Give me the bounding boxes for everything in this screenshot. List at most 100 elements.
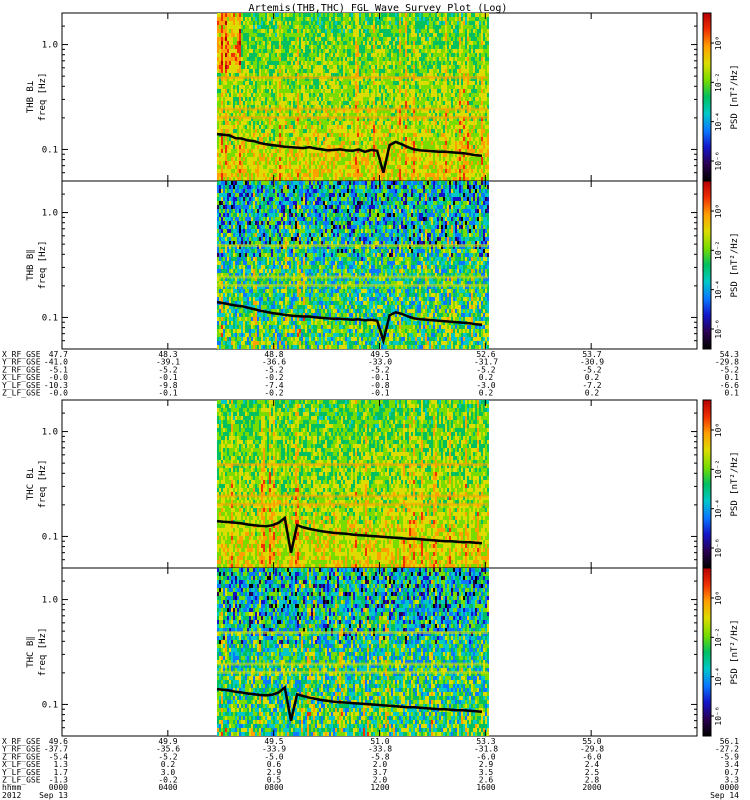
spectrogram-cell	[269, 25, 271, 29]
spectrogram-cell	[443, 85, 445, 89]
spectrogram-cell	[415, 45, 417, 49]
spectrogram-cell	[437, 77, 439, 81]
spectrogram-cell	[315, 129, 317, 133]
spectrogram-cell	[225, 109, 227, 113]
spectrogram-cell	[289, 173, 291, 177]
spectrogram-cell	[339, 165, 341, 169]
spectrogram-cell	[289, 29, 291, 33]
spectrogram-cell	[399, 161, 401, 165]
spectrogram-cell	[239, 145, 241, 149]
spectrogram-cell	[327, 145, 329, 149]
spectrogram-cell	[237, 149, 239, 153]
spectrogram-cell	[313, 45, 315, 49]
spectrogram-cell	[355, 109, 357, 113]
spectrogram-cell	[385, 65, 387, 69]
spectrogram-cell	[417, 57, 419, 61]
spectrogram-cell	[391, 81, 393, 85]
spectrogram-cell	[395, 13, 397, 17]
spectrogram-cell	[417, 137, 419, 141]
spectrogram-cell	[357, 73, 359, 77]
spectrogram-cell	[327, 53, 329, 57]
spectrogram-cell	[351, 33, 353, 37]
spectrogram-cell	[321, 101, 323, 105]
spectrogram-cell	[221, 109, 223, 113]
spectrogram-cell	[427, 77, 429, 81]
spectrogram-cell	[271, 169, 273, 173]
spectrogram-cell	[343, 121, 345, 125]
spectrogram-cell	[339, 29, 341, 33]
spectrogram-cell	[235, 177, 237, 181]
spectrogram-cell	[295, 165, 297, 169]
spectrogram-cell	[373, 153, 375, 157]
spectrogram-cell	[259, 177, 261, 181]
spectrogram-cell	[341, 73, 343, 77]
spectrogram-cell	[295, 105, 297, 109]
spectrogram-cell	[219, 17, 221, 21]
spectrogram-cell	[261, 121, 263, 125]
spectrogram-cell	[311, 13, 313, 17]
spectrogram-cell	[297, 137, 299, 141]
spectrogram-cell	[397, 65, 399, 69]
spectrogram-cell	[437, 121, 439, 125]
spectrogram-cell	[359, 61, 361, 65]
spectrogram-cell	[363, 101, 365, 105]
spectrogram-cell	[231, 29, 233, 33]
spectrogram-cell	[321, 53, 323, 57]
spectrogram-cell	[399, 113, 401, 117]
spectrogram-cell	[343, 165, 345, 169]
spectrogram-cell	[405, 49, 407, 53]
spectrogram-cell	[353, 49, 355, 53]
spectrogram-cell	[235, 129, 237, 133]
spectrogram-cell	[291, 69, 293, 73]
spectrogram-cell	[257, 153, 259, 157]
spectrogram-cell	[239, 129, 241, 133]
spectrogram-cell	[259, 161, 261, 165]
spectrogram-cell	[391, 53, 393, 57]
spectrogram-cell	[447, 109, 449, 113]
spectrogram-cell	[435, 93, 437, 97]
spectrogram-cell	[449, 97, 451, 101]
spectrogram-cell	[379, 145, 381, 149]
spectrogram-cell	[409, 177, 411, 181]
spectrogram-cell	[247, 157, 249, 161]
spectrogram-cell	[291, 161, 293, 165]
spectrogram-cell	[371, 21, 373, 25]
spectrogram-cell	[409, 129, 411, 133]
spectrogram-cell	[221, 137, 223, 141]
spectrogram-cell	[257, 105, 259, 109]
spectrogram-cell	[297, 29, 299, 33]
spectrogram-cell	[363, 121, 365, 125]
spectrogram-cell	[365, 157, 367, 161]
spectrogram-cell	[443, 173, 445, 177]
spectrogram-cell	[299, 97, 301, 101]
spectrogram-cell	[317, 149, 319, 153]
spectrogram-cell	[275, 141, 277, 145]
spectrogram-cell	[279, 25, 281, 29]
spectrogram-cell	[355, 125, 357, 129]
spectrogram-cell	[327, 153, 329, 157]
spectrogram-cell	[369, 153, 371, 157]
spectrogram-cell	[431, 93, 433, 97]
spectrogram-cell	[231, 25, 233, 29]
spectrogram-cell	[319, 161, 321, 165]
spectrogram-cell	[399, 17, 401, 21]
spectrogram-cell	[391, 97, 393, 101]
spectrogram-cell	[273, 161, 275, 165]
spectrogram-cell	[229, 53, 231, 57]
spectrogram-cell	[269, 117, 271, 121]
spectrogram-cell	[387, 177, 389, 181]
spectrogram-cell	[319, 109, 321, 113]
spectrogram-cell	[361, 169, 363, 173]
spectrogram-cell	[323, 137, 325, 141]
spectrogram-cell	[233, 97, 235, 101]
spectrogram-cell	[441, 45, 443, 49]
spectrogram-cell	[421, 97, 423, 101]
spectrogram-cell	[259, 117, 261, 121]
spectrogram-cell	[355, 73, 357, 77]
spectrogram-cell	[333, 17, 335, 21]
spectrogram-cell	[341, 177, 343, 181]
spectrogram-cell	[261, 29, 263, 33]
spectrogram-cell	[401, 49, 403, 53]
spectrogram-cell	[359, 137, 361, 141]
spectrogram-cell	[451, 161, 453, 165]
